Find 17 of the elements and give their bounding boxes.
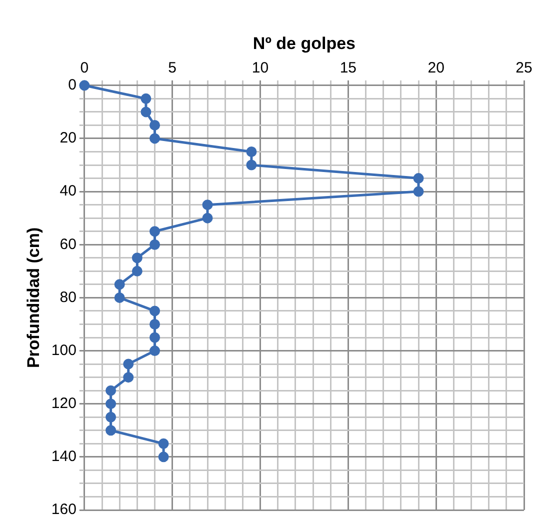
y-tick-label: 80 <box>60 288 76 306</box>
y-tick-label: 160 <box>51 501 76 518</box>
x-tick-label: 25 <box>516 60 532 77</box>
y-tick-label: 60 <box>60 236 76 253</box>
x-tick-label: 15 <box>340 60 357 77</box>
y-tick-label: 100 <box>51 342 76 359</box>
y-tick-label: 40 <box>60 182 76 200</box>
x-tick-label: 5 <box>168 60 177 77</box>
x-axis-title: Nº de golpes <box>252 34 356 53</box>
y-tick-label: 120 <box>51 394 76 412</box>
x-tick-label: 10 <box>252 60 269 77</box>
y-tick-label: 0 <box>68 76 76 94</box>
y-tick-label: 140 <box>51 448 76 466</box>
x-tick-label: 20 <box>428 60 444 77</box>
y-tick-label: 20 <box>60 130 76 147</box>
x-tick-label: 0 <box>80 60 89 77</box>
y-axis-title: Profundidad (cm) <box>24 227 43 368</box>
